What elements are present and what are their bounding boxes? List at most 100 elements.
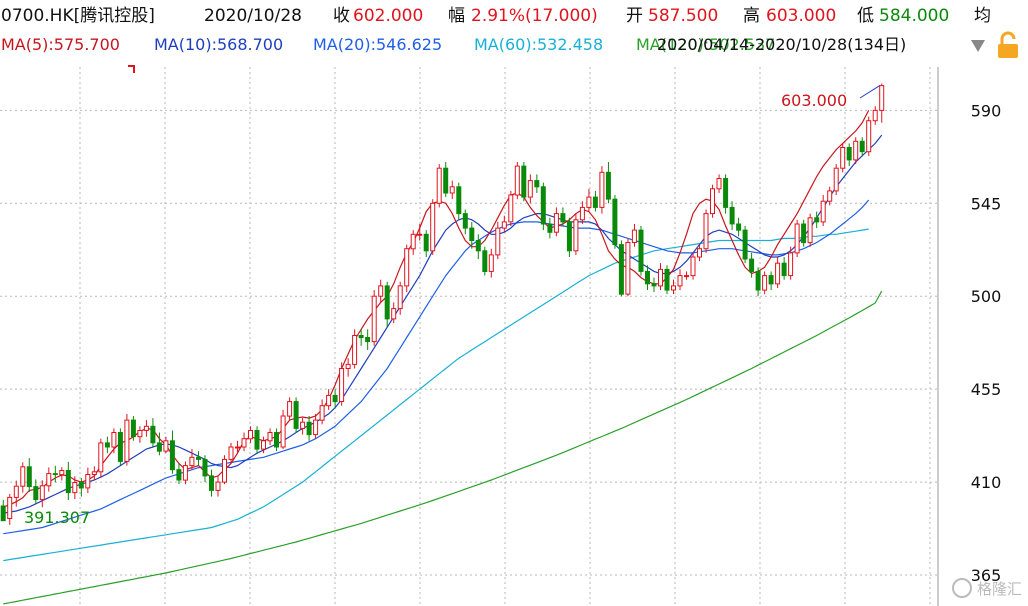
candle [371, 290, 377, 346]
candle-body [794, 223, 800, 254]
candle [605, 161, 611, 204]
candle-body [456, 186, 462, 215]
candle-body [143, 425, 149, 431]
candle-body [723, 178, 729, 208]
candle [215, 475, 221, 497]
candle [423, 230, 429, 257]
candle [300, 418, 306, 435]
candle [501, 215, 507, 233]
candle-body [579, 206, 585, 221]
candle-body [26, 466, 32, 488]
candle [91, 466, 97, 481]
avg-label: 均 [974, 6, 991, 26]
candle-body [501, 221, 507, 229]
candle-body [671, 285, 676, 291]
candle-body [833, 167, 839, 192]
candle [794, 219, 800, 257]
candle [319, 399, 325, 425]
candle [339, 362, 345, 406]
candle-body [209, 475, 214, 491]
candle-body [228, 446, 234, 460]
candle-body [261, 440, 266, 450]
candle-body [514, 165, 520, 196]
candle [20, 462, 26, 493]
candle-body [560, 213, 566, 223]
candle-body [710, 188, 715, 215]
candle [807, 213, 813, 247]
candle [749, 252, 755, 278]
candle-body [807, 217, 813, 244]
dropdown-triangle-icon[interactable] [971, 40, 985, 52]
candle [521, 161, 527, 202]
legend-ma60: MA(60):532.458 [474, 35, 603, 54]
candle [690, 252, 696, 280]
candle [378, 279, 384, 303]
candle [78, 477, 84, 497]
candle-body [117, 432, 123, 462]
candle [482, 246, 488, 276]
candle [124, 413, 130, 466]
candle [586, 188, 592, 212]
candle-body [313, 419, 319, 436]
candle-body [280, 415, 286, 448]
candle [755, 267, 761, 297]
date-range[interactable]: 2020/04/14-2020/10/28(134日) [657, 35, 906, 54]
legend-ma5: MA(5):575.700 [1, 35, 120, 54]
candle [716, 174, 722, 193]
candle [840, 143, 846, 173]
candle [612, 195, 618, 249]
candle [241, 432, 247, 452]
candle-body [553, 213, 559, 233]
candle-body [345, 363, 351, 369]
candle [775, 256, 781, 288]
candle-body [371, 295, 377, 343]
candle-body [697, 248, 702, 258]
candle-body [547, 223, 553, 233]
watermark-text: 格隆汇 [977, 580, 1022, 598]
candle [443, 161, 449, 198]
candle [98, 438, 104, 478]
candle [280, 409, 286, 450]
quote-header: 0700.HK[腾讯控股] 2020/10/28 收 602.000 幅 2.9… [1, 6, 991, 26]
candle [846, 143, 852, 167]
candle [306, 416, 312, 441]
candle-body [339, 368, 345, 402]
candle [879, 83, 885, 123]
candle-body [742, 229, 748, 260]
candle [475, 234, 481, 260]
stock-code: 0700.HK[腾讯控股] [1, 6, 155, 26]
candle-body [85, 474, 91, 489]
candle-body [378, 285, 384, 297]
ma120-line [3, 290, 883, 605]
candle-body [768, 275, 774, 285]
candle [137, 426, 143, 443]
legend-ma20: MA(20):546.625 [313, 35, 442, 54]
plot-area [0, 65, 938, 606]
candle [788, 246, 794, 280]
candle [540, 182, 546, 231]
candle-body [755, 270, 761, 291]
candle-body [287, 401, 293, 417]
candle-body [0, 505, 6, 522]
candle-body [592, 196, 598, 208]
candle-body [104, 442, 110, 448]
candle-body [449, 186, 455, 194]
candle [430, 199, 436, 255]
candle-body [300, 421, 306, 429]
candle-body [397, 285, 403, 310]
candle [677, 269, 683, 291]
candle [664, 265, 670, 295]
ma20-line [3, 199, 870, 535]
lock-icon[interactable] [998, 31, 1018, 58]
candle-body [573, 219, 579, 252]
candle-body [124, 419, 130, 462]
candle [189, 449, 195, 470]
candle-body [443, 167, 449, 194]
candle [703, 209, 709, 253]
y-tick-label: 455 [971, 380, 1002, 399]
candle-body [274, 432, 279, 448]
candle [625, 238, 631, 297]
candle-body [684, 275, 689, 278]
candle [417, 223, 423, 241]
